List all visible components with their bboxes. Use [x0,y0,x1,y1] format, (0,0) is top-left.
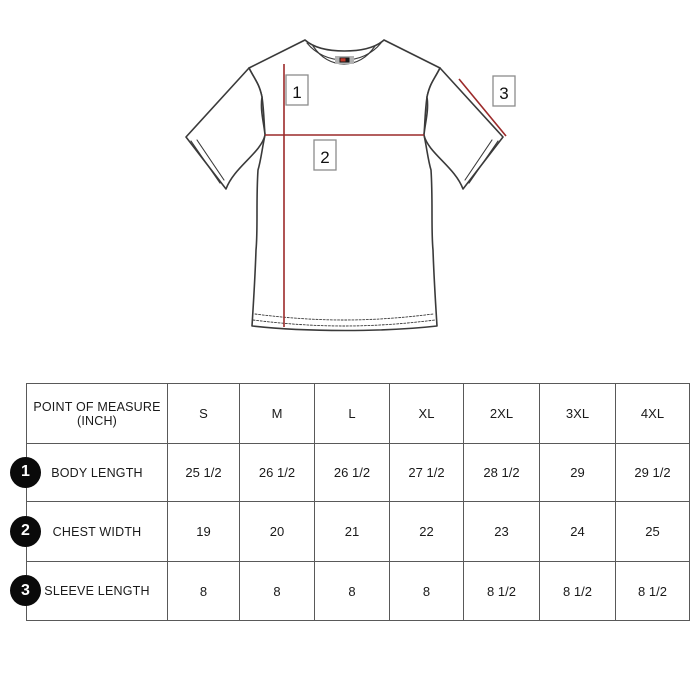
svg-text:1: 1 [292,83,301,102]
svg-text:2: 2 [320,148,329,167]
svg-text:3: 3 [499,84,508,103]
